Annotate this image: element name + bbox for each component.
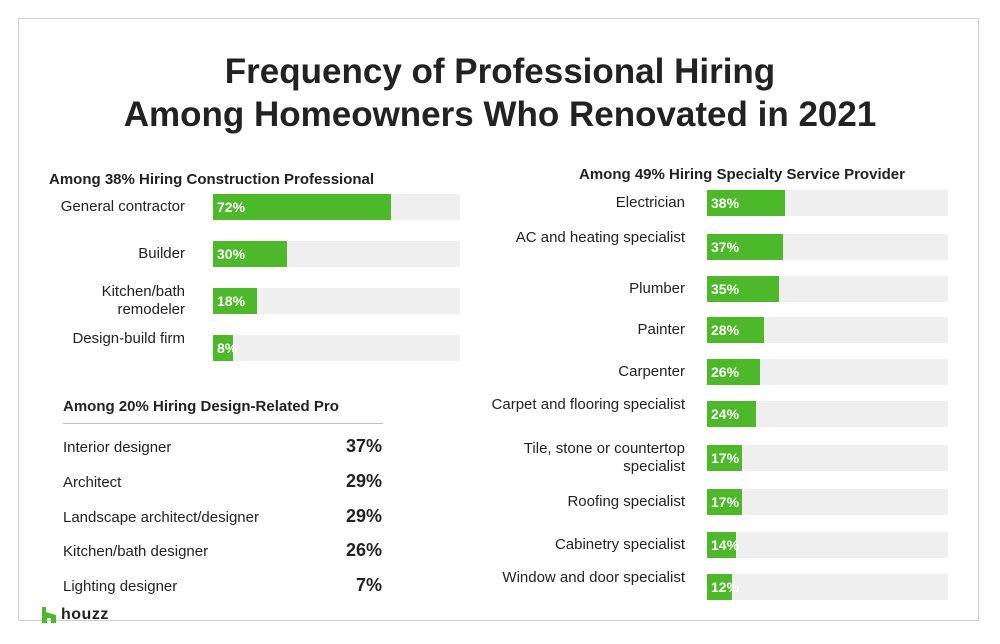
design-section-divider — [63, 423, 383, 424]
construction-bar — [213, 335, 233, 361]
specialty-bar — [707, 190, 785, 216]
specialty-value-label: 38% — [711, 195, 740, 211]
chart-title-line1: Frequency of Professional Hiring — [224, 52, 776, 91]
specialty-value-label: 37% — [711, 239, 740, 255]
specialty-section-title: Among 49% Hiring Specialty Service Provi… — [579, 166, 905, 183]
design-table-label: Kitchen/bath designer — [63, 543, 209, 560]
specialty-bar — [707, 445, 742, 471]
construction-label: Design-build firm — [72, 330, 185, 347]
design-table-label: Architect — [63, 474, 122, 491]
specialty-label: Electrician — [615, 194, 685, 211]
construction-track: 30% — [213, 241, 460, 267]
construction-value-label: 30% — [217, 246, 246, 262]
design-table-value: 7% — [355, 575, 382, 595]
specialty-value-label: 17% — [711, 494, 740, 510]
specialty-track: 38% — [707, 190, 948, 216]
construction-label: Kitchen/bath remodeler — [101, 283, 185, 318]
design-table-value: 29% — [345, 471, 382, 491]
specialty-label: Carpenter — [618, 363, 685, 380]
construction-track: 8% — [213, 335, 460, 361]
specialty-value-label: 35% — [711, 281, 740, 297]
specialty-bar — [707, 276, 779, 302]
construction-bar — [213, 194, 391, 220]
specialty-label: Plumber — [629, 280, 685, 297]
chart-title: Frequency of Professional Hiring Among H… — [0, 50, 1000, 136]
specialty-label: AC and heating specialist — [515, 229, 685, 246]
specialty-label: Cabinetry specialist — [554, 536, 685, 553]
specialty-label: Carpet and flooring specialist — [491, 396, 685, 413]
specialty-label: Tile, stone or countertop specialist — [523, 440, 685, 475]
specialty-track: 17% — [707, 489, 948, 515]
specialty-bar — [707, 317, 765, 343]
construction-track: 72% — [213, 194, 460, 220]
construction-value-label: 18% — [217, 293, 246, 309]
specialty-bar — [707, 574, 732, 600]
specialty-value-label: 24% — [711, 406, 740, 422]
specialty-label: Painter — [637, 321, 685, 338]
specialty-bar — [707, 359, 761, 385]
specialty-track: 35% — [707, 276, 948, 302]
specialty-value-label: 26% — [711, 364, 740, 380]
specialty-label: Window and door specialist — [502, 569, 685, 586]
design-table-value: 37% — [345, 436, 382, 456]
specialty-bar — [707, 532, 736, 558]
specialty-track: 17% — [707, 445, 948, 471]
specialty-bar — [707, 234, 783, 260]
specialty-bar — [707, 489, 742, 515]
design-table-value: 26% — [345, 540, 382, 560]
specialty-track: 26% — [707, 359, 948, 385]
construction-section-title: Among 38% Hiring Construction Profession… — [49, 171, 375, 188]
construction-label: General contractor — [60, 198, 185, 215]
construction-bar — [213, 241, 288, 267]
specialty-track: 28% — [707, 317, 948, 343]
construction-bar — [213, 288, 258, 314]
construction-value-label: 8% — [217, 340, 238, 356]
construction-label: Builder — [138, 245, 185, 262]
specialty-value-label: 12% — [711, 579, 740, 595]
chart-title-line2: Among Homeowners Who Renovated in 2021 — [123, 95, 877, 134]
specialty-label: Roofing specialist — [567, 493, 685, 510]
specialty-track: 14% — [707, 532, 948, 558]
specialty-value-label: 17% — [711, 450, 740, 466]
specialty-bar — [707, 401, 757, 427]
specialty-value-label: 28% — [711, 322, 740, 338]
construction-value-label: 72% — [217, 199, 246, 215]
construction-track: 18% — [213, 288, 460, 314]
specialty-track: 37% — [707, 234, 948, 260]
design-table-value: 29% — [345, 506, 382, 526]
design-section-title: Among 20% Hiring Design-Related Pro — [63, 398, 339, 415]
specialty-track: 24% — [707, 401, 948, 427]
houzz-logo: houzz — [42, 606, 109, 624]
design-table-label: Lighting designer — [63, 578, 178, 595]
houzz-logo-text: houzz — [61, 606, 109, 623]
specialty-track: 12% — [707, 574, 948, 600]
houzz-logo-icon — [42, 607, 56, 623]
design-table-label: Interior designer — [63, 439, 172, 456]
specialty-value-label: 14% — [711, 537, 740, 553]
design-table-label: Landscape architect/designer — [63, 509, 259, 526]
